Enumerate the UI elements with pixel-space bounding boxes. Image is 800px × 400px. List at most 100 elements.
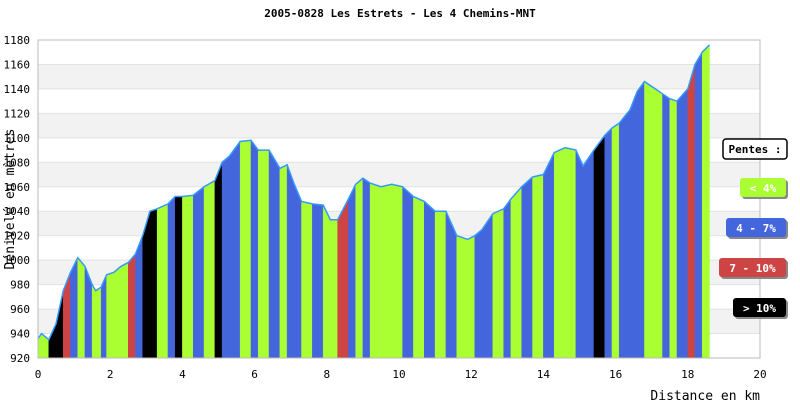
profile-segment [203, 180, 216, 359]
profile-segment [55, 290, 64, 359]
profile-segment [135, 235, 143, 359]
y-tick-label: 1080 [4, 156, 31, 169]
profile-segment [63, 272, 71, 359]
profile-segment [348, 184, 356, 359]
profile-line [37, 44, 710, 341]
legend-label: 4 - 7% [736, 222, 776, 235]
profile-segment [532, 174, 544, 359]
legend-label: < 4% [750, 182, 777, 195]
x-tick-label: 2 [107, 368, 114, 381]
profile-segment [250, 139, 259, 359]
profile-segment [391, 184, 403, 359]
y-tick-label: 1160 [4, 58, 31, 71]
y-tick-label: 980 [10, 279, 30, 292]
profile-segment [637, 80, 645, 359]
profile-segment [268, 149, 281, 359]
y-tick-label: 1000 [4, 254, 31, 267]
profile-segment [362, 177, 371, 359]
x-tick-label: 4 [179, 368, 186, 381]
profile-segment [91, 283, 97, 359]
profile-segment [312, 203, 324, 359]
profile-segment [510, 186, 522, 359]
profile-segment [694, 51, 703, 359]
profile-segment [655, 88, 663, 359]
profile-segment [120, 262, 129, 359]
x-tick-label: 12 [465, 368, 478, 381]
profile-segment [70, 257, 78, 359]
y-tick-label: 1040 [4, 205, 31, 218]
profile-segment [593, 134, 606, 359]
profile-segment [553, 147, 566, 359]
profile-segment [669, 98, 678, 359]
profile-segment [167, 195, 176, 359]
x-tick-label: 16 [609, 368, 622, 381]
y-tick-label: 940 [10, 328, 30, 341]
y-tick-label: 1180 [4, 34, 31, 47]
legend-title: Pentes : [729, 143, 782, 156]
profile-segment [113, 265, 122, 359]
profile-segment [481, 212, 494, 359]
profile-segment [174, 196, 183, 359]
x-tick-label: 8 [323, 368, 330, 381]
x-tick-label: 6 [251, 368, 258, 381]
legend-label: 7 - 10% [729, 262, 776, 275]
profile-segment [582, 149, 595, 359]
profile-segment [402, 186, 414, 359]
profile-segment [301, 201, 313, 359]
profile-segment [701, 44, 710, 359]
profile-segment [503, 198, 512, 359]
profile-segment [330, 219, 338, 359]
profile-segment [182, 195, 194, 359]
y-tick-label: 1100 [4, 132, 31, 145]
profile-segment [676, 88, 689, 359]
legend-swatch [719, 258, 786, 277]
profile-segment [564, 147, 577, 359]
profile-segment [279, 164, 288, 359]
profile-segment [413, 196, 425, 359]
y-axis-ticks: 920 940 960 980 1000 1020 1040 1060 1080 1100 1120… [4, 34, 31, 365]
profile-segment [77, 257, 86, 359]
profile-segment [257, 149, 270, 359]
slope-legend: Pentes : < 4% 4 - 7% 7 - 10% > 10% [719, 138, 788, 319]
profile-segment [221, 155, 230, 359]
profile-segment [467, 235, 476, 359]
legend-swatch [733, 298, 786, 317]
profile-segment [644, 81, 656, 359]
profile-segment [604, 127, 613, 359]
y-axis-title: Dénivelé en mètres [3, 129, 18, 270]
profile-segment [369, 182, 382, 359]
profile-segment [294, 184, 302, 359]
x-tick-label: 18 [681, 368, 694, 381]
profile-segment [434, 210, 447, 359]
profile-segment [156, 203, 169, 359]
legend-title-box [722, 138, 788, 160]
profile-segment [424, 200, 436, 359]
y-tick-label: 1060 [4, 181, 31, 194]
y-tick-label: 920 [10, 352, 30, 365]
profile-segment [474, 229, 483, 359]
grid-band [38, 64, 760, 89]
legend-swatch [740, 178, 786, 197]
y-tick-label: 1140 [4, 83, 31, 96]
y-tick-label: 960 [10, 303, 30, 316]
profile-segment [192, 186, 205, 359]
profile-segment [611, 122, 620, 359]
x-tick-label: 20 [753, 368, 766, 381]
profile-segment [629, 91, 638, 359]
x-tick-label: 0 [35, 368, 42, 381]
profile-fill-segments [37, 44, 710, 359]
x-axis-ticks: 0 2 4 6 8 10 12 14 16 18 20 [35, 368, 767, 381]
x-tick-label: 10 [392, 368, 405, 381]
profile-segment [618, 109, 631, 359]
profile-segment [106, 272, 115, 359]
profile-segment [456, 235, 468, 359]
profile-segment [492, 208, 504, 359]
profile-segment [95, 286, 102, 359]
profile-segment [149, 208, 158, 359]
legend-swatch [726, 218, 786, 237]
profile-segment [214, 162, 223, 359]
profile-segment [128, 253, 136, 359]
profile-segment [521, 176, 533, 359]
profile-segment [575, 149, 584, 359]
